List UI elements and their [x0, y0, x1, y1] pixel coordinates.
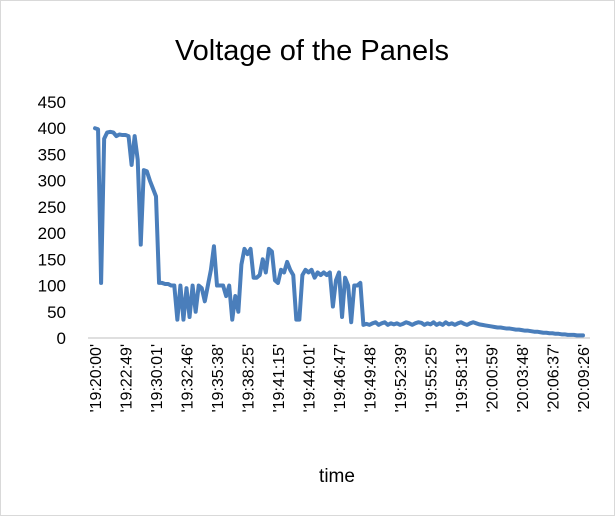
- x-tick-label: '19:30:01': [149, 344, 166, 412]
- data-line: [93, 126, 585, 338]
- y-tick-label: 400: [38, 119, 66, 138]
- y-tick-label: 50: [47, 303, 66, 322]
- x-tick-label: '19:49:48': [363, 344, 380, 412]
- y-tick-label: 200: [38, 224, 66, 243]
- y-tick-label: 250: [38, 198, 66, 217]
- y-tick-label: 0: [57, 329, 66, 348]
- x-axis-label: time: [319, 466, 355, 487]
- x-tick-label: '19:41:15': [271, 344, 288, 412]
- x-tick-label: '19:46:47': [332, 344, 349, 412]
- y-tick-label: 150: [38, 250, 66, 269]
- x-tick-label: '19:58:13': [454, 344, 471, 412]
- y-tick-label: 450: [38, 93, 66, 112]
- x-tick-label: '19:32:46': [180, 344, 197, 412]
- x-tick-label: '19:35:38': [210, 344, 227, 412]
- y-tick-label: 300: [38, 172, 66, 191]
- x-tick-label: '19:44:01': [302, 344, 319, 412]
- x-tick-label: '19:55:25': [424, 344, 441, 412]
- x-tick-label: '20:00:59': [485, 344, 502, 412]
- x-tick-label: '20:03:48': [515, 344, 532, 412]
- x-tick-label: '19:38:25': [241, 344, 258, 412]
- x-tick-label: '19:22:49': [119, 344, 136, 412]
- chart-title: Voltage of the Panels: [175, 35, 449, 67]
- x-tick-label: '19:52:39': [393, 344, 410, 412]
- y-tick-label: 100: [38, 277, 66, 296]
- x-tick-label: '20:06:37': [546, 344, 563, 412]
- y-tick-label: 350: [38, 145, 66, 164]
- x-tick-label: '20:09:26': [576, 344, 593, 412]
- x-tick-label: '19:20:00': [88, 344, 105, 412]
